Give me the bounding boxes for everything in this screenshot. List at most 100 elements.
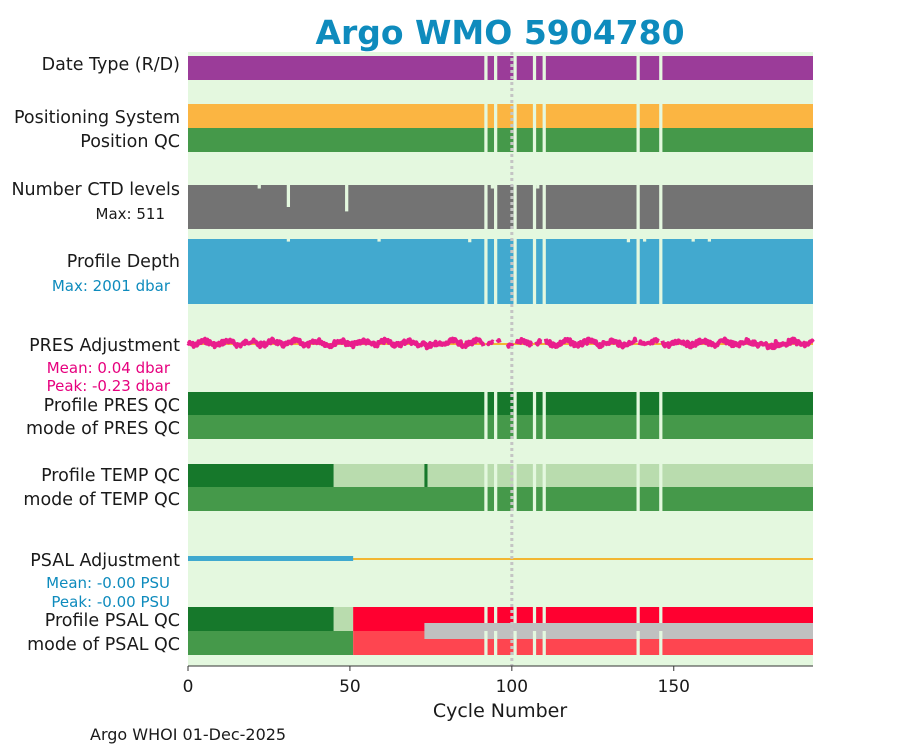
missing-cycle-gap xyxy=(513,128,517,152)
profile-psal-qc-segment xyxy=(188,607,334,631)
depth-max-annotation: Max: 2001 dbar xyxy=(52,277,171,295)
missing-cycle-gap xyxy=(532,185,537,229)
profile-temp-qc-segment xyxy=(427,464,813,487)
profile-temp-qc-segment xyxy=(424,464,428,487)
x-axis-label: Cycle Number xyxy=(433,700,567,722)
missing-cycle-gap xyxy=(659,607,663,631)
missing-cycle-gap xyxy=(484,415,488,439)
ctd-levels-dip xyxy=(536,185,540,189)
missing-cycle-gap xyxy=(532,487,537,511)
missing-cycle-gap xyxy=(513,104,517,128)
profile-pres-qc-bar xyxy=(188,392,813,415)
missing-cycle-gap xyxy=(659,239,663,304)
missing-cycle-gap xyxy=(542,392,546,415)
missing-cycle-gap xyxy=(542,487,546,511)
positioning-system-bar xyxy=(188,104,813,128)
missing-cycle-gap xyxy=(532,392,537,415)
missing-cycle-gap xyxy=(659,464,663,487)
psal-mean-annotation: Mean: -0.00 PSU xyxy=(46,574,170,592)
missing-cycle-gap xyxy=(494,104,498,128)
missing-cycle-gap xyxy=(659,487,663,511)
missing-cycle-gap xyxy=(659,185,663,229)
missing-cycle-gap xyxy=(659,128,663,152)
missing-cycle-gap xyxy=(532,128,537,152)
missing-cycle-gap xyxy=(494,607,498,631)
ctd-levels-dip xyxy=(490,185,495,189)
missing-cycle-gap xyxy=(484,464,488,487)
mode-psal-qc-segment xyxy=(188,631,354,655)
missing-cycle-gap xyxy=(494,464,498,487)
missing-cycle-gap xyxy=(484,104,488,128)
missing-cycle-gap xyxy=(542,56,546,80)
mode-pres-qc-bar xyxy=(188,415,813,439)
missing-cycle-gap xyxy=(532,607,537,631)
row-labels: Date Type (R/D) Positioning System Posit… xyxy=(11,55,180,655)
label-profile-pres-qc: Profile PRES QC xyxy=(44,396,180,416)
profile-depth-dip xyxy=(286,239,291,242)
missing-cycle-gap xyxy=(494,128,498,152)
label-date-type: Date Type (R/D) xyxy=(42,55,180,75)
profile-temp-qc-segment xyxy=(188,464,334,487)
x-tick-label: 50 xyxy=(339,677,361,697)
missing-cycle-gap xyxy=(484,56,488,80)
missing-cycle-gap xyxy=(542,464,546,487)
missing-cycle-gap xyxy=(484,128,488,152)
missing-cycle-gap xyxy=(513,415,517,439)
missing-cycle-gap xyxy=(659,631,663,655)
missing-cycle-gap xyxy=(659,104,663,128)
profile-psal-qc-segment xyxy=(333,607,354,631)
date-type-bar xyxy=(188,56,813,80)
missing-cycle-gap xyxy=(494,56,498,80)
missing-cycle-gap xyxy=(532,631,537,655)
label-mode-temp-qc: mode of TEMP QC xyxy=(23,490,180,510)
missing-cycle-gap xyxy=(532,104,537,128)
missing-cycle-gap xyxy=(659,415,663,439)
profile-depth-dip xyxy=(468,239,472,243)
missing-cycle-gap xyxy=(494,631,498,655)
missing-cycle-gap xyxy=(542,104,546,128)
missing-cycle-gap xyxy=(636,607,640,631)
missing-cycle-gap xyxy=(513,607,517,631)
chart-marks xyxy=(186,52,815,666)
missing-cycle-gap xyxy=(484,487,488,511)
missing-cycle-gap xyxy=(484,392,488,415)
missing-cycle-gap xyxy=(659,392,663,415)
missing-cycle-gap xyxy=(484,631,488,655)
x-axis: 0 50 100 150 xyxy=(183,665,813,697)
missing-cycle-gap xyxy=(636,392,640,415)
missing-cycle-gap xyxy=(494,415,498,439)
missing-cycle-gap xyxy=(542,185,546,229)
missing-cycle-gap xyxy=(513,185,517,229)
label-mode-pres-qc: mode of PRES QC xyxy=(26,419,180,439)
label-positioning-system: Positioning System xyxy=(14,108,180,128)
missing-cycle-gap xyxy=(542,239,546,304)
missing-cycle-gap xyxy=(532,464,537,487)
ctd-levels-dip xyxy=(257,185,261,189)
label-profile-psal-qc: Profile PSAL QC xyxy=(45,611,180,631)
ctd-levels-dip xyxy=(286,185,291,207)
x-tick-label: 100 xyxy=(496,677,528,697)
missing-cycle-gap xyxy=(494,487,498,511)
missing-cycle-gap xyxy=(542,415,546,439)
profile-temp-qc-segment xyxy=(333,464,425,487)
missing-cycle-gap xyxy=(542,607,546,631)
missing-cycle-gap xyxy=(513,239,517,304)
label-profile-temp-qc: Profile TEMP QC xyxy=(41,466,180,486)
missing-cycle-gap xyxy=(542,128,546,152)
mode-temp-qc-bar xyxy=(188,487,813,511)
missing-cycle-gap xyxy=(636,128,640,152)
missing-cycle-gap xyxy=(636,487,640,511)
label-ctd-levels: Number CTD levels xyxy=(11,180,180,200)
missing-cycle-gap xyxy=(636,104,640,128)
plot-panel xyxy=(188,52,813,666)
missing-cycle-gap xyxy=(659,56,663,80)
missing-cycle-gap xyxy=(513,392,517,415)
missing-cycle-gap xyxy=(513,56,517,80)
x-tick-label: 150 xyxy=(658,677,690,697)
pres-peak-annotation: Peak: -0.23 dbar xyxy=(47,377,171,395)
missing-cycle-gap xyxy=(513,464,517,487)
profile-depth-dip xyxy=(691,239,695,242)
missing-cycle-gap xyxy=(494,185,498,229)
x-tick-label: 0 xyxy=(183,677,194,697)
